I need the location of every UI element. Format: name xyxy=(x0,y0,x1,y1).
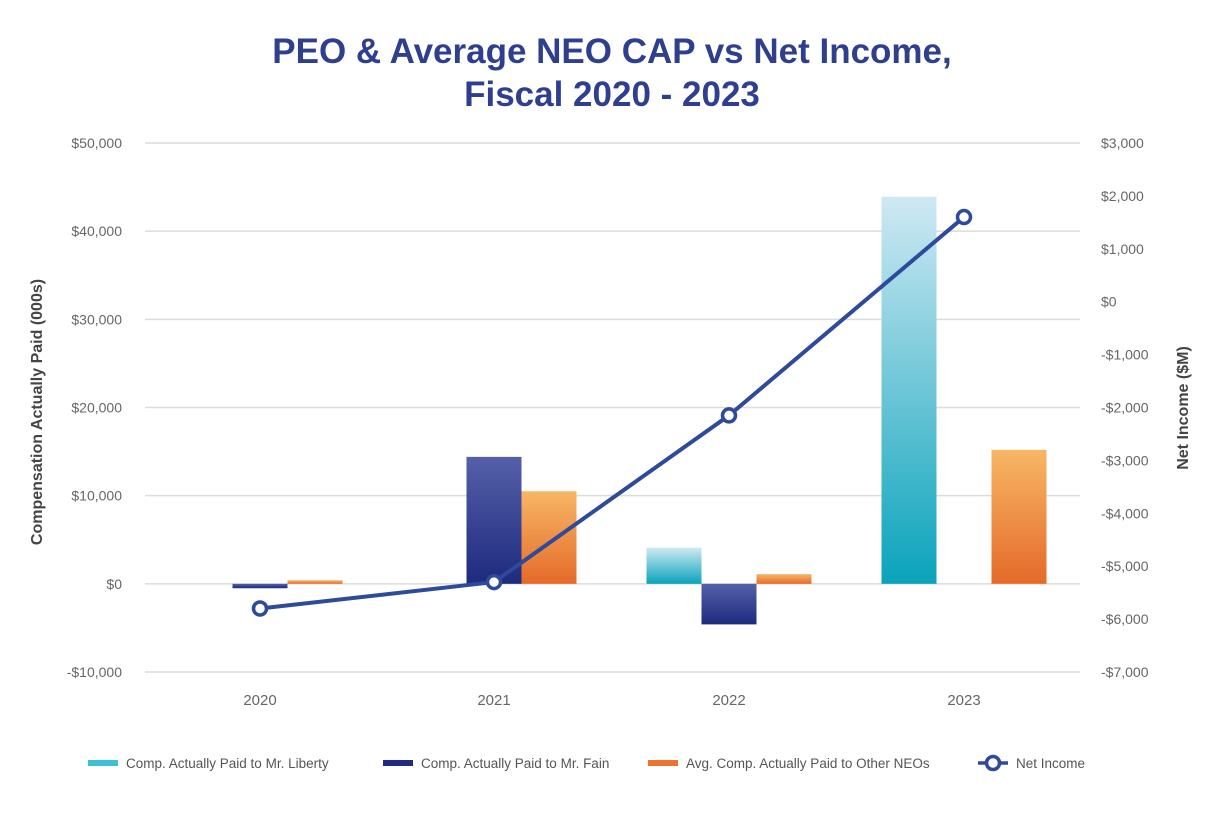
bar-other-neos xyxy=(287,580,343,584)
x-tick-label: 2023 xyxy=(947,692,980,709)
left-tick-label: $0 xyxy=(106,576,122,592)
left-tick-label: $30,000 xyxy=(71,311,122,327)
chart-title-line-1: PEO & Average NEO CAP vs Net Income, xyxy=(272,32,952,71)
right-tick-label: -$4,000 xyxy=(1101,505,1149,521)
legend-label: Avg. Comp. Actually Paid to Other NEOs xyxy=(686,756,930,771)
right-tick-label: -$3,000 xyxy=(1101,452,1149,468)
right-tick-label: -$2,000 xyxy=(1101,400,1149,416)
right-tick-label: -$1,000 xyxy=(1101,347,1149,363)
net-income-line xyxy=(251,208,973,617)
legend-label: Comp. Actually Paid to Mr. Liberty xyxy=(126,756,329,771)
right-tick-label: -$6,000 xyxy=(1101,611,1149,627)
y2-axis-label: Net Income ($M) xyxy=(1175,346,1192,470)
right-tick-label: $1,000 xyxy=(1101,241,1144,257)
bar-other-neos xyxy=(991,449,1047,584)
bar-fain xyxy=(466,456,522,584)
net-income-point xyxy=(485,573,503,591)
right-tick-label: $0 xyxy=(1101,294,1117,310)
gridlines xyxy=(145,142,1080,673)
net-income-point xyxy=(251,600,269,617)
legend-swatch xyxy=(648,760,678,766)
bar-other-neos xyxy=(756,574,812,584)
y-axis-label: Compensation Actually Paid (000s) xyxy=(29,279,46,545)
chart-title: PEO & Average NEO CAP vs Net Income, Fis… xyxy=(0,30,1224,116)
legend-label: Comp. Actually Paid to Mr. Fain xyxy=(421,756,609,771)
legend: Comp. Actually Paid to Mr. Liberty Comp. … xyxy=(88,754,1085,772)
bar-liberty xyxy=(646,547,702,584)
x-tick-label: 2021 xyxy=(477,692,510,709)
left-tick-label: $20,000 xyxy=(71,400,122,416)
legend-swatch-marker xyxy=(984,754,1002,772)
left-axis-ticks: $50,000 $40,000 $30,000 $20,000 $10,000 $0 -$1… xyxy=(67,135,122,680)
net-income-point xyxy=(955,208,973,226)
right-tick-label: -$5,000 xyxy=(1101,558,1149,574)
x-axis-ticks: 2020 2021 2022 2023 xyxy=(243,692,980,709)
legend-swatch xyxy=(88,760,118,766)
x-tick-label: 2022 xyxy=(712,692,745,709)
right-tick-label: $2,000 xyxy=(1101,188,1144,204)
left-tick-label: $40,000 xyxy=(71,223,122,239)
left-tick-label: $50,000 xyxy=(71,135,122,151)
legend-label: Net Income xyxy=(1016,756,1085,771)
bar-liberty xyxy=(881,196,937,584)
bar-other-neos xyxy=(521,491,577,584)
right-tick-label: -$7,000 xyxy=(1101,664,1149,680)
x-tick-label: 2020 xyxy=(243,692,276,709)
left-tick-label: -$10,000 xyxy=(67,664,122,680)
right-axis-ticks: $3,000 $2,000 $1,000 $0 -$1,000 -$2,000 -$3,00… xyxy=(1101,135,1149,680)
right-tick-label: $3,000 xyxy=(1101,135,1144,151)
chart-title-line-2: Fiscal 2020 - 2023 xyxy=(464,75,760,114)
net-income-polyline xyxy=(259,215,966,611)
bar-fain xyxy=(232,583,288,589)
left-tick-label: $10,000 xyxy=(71,488,122,504)
legend-swatch xyxy=(383,760,413,766)
bar-fain xyxy=(701,583,757,625)
bars xyxy=(232,196,1047,625)
net-income-point xyxy=(720,407,738,424)
